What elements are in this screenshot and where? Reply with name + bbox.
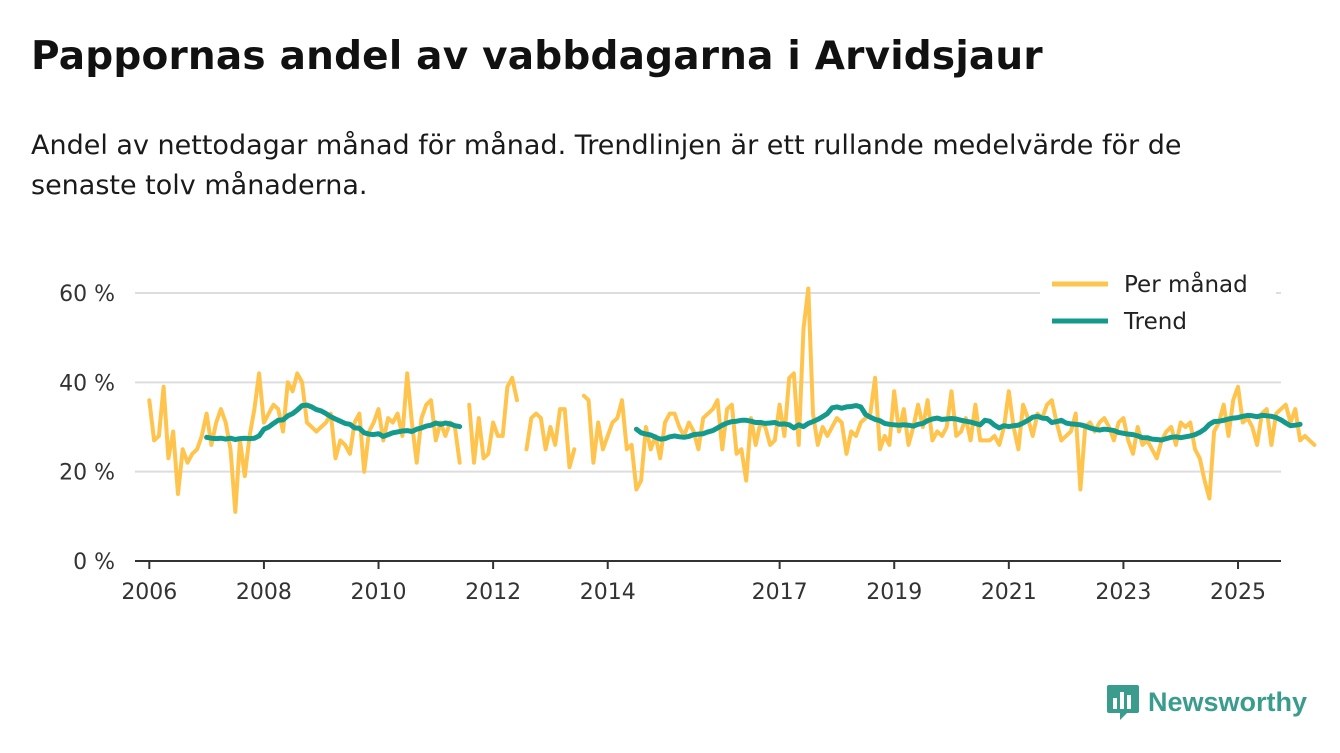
x-tick-label: 2006 bbox=[121, 580, 177, 605]
y-tick-label: 0 % bbox=[73, 550, 115, 575]
x-tick-label: 2023 bbox=[1095, 580, 1151, 605]
brand-name: Newsworthy bbox=[1147, 686, 1307, 717]
y-tick-label: 40 % bbox=[59, 371, 115, 396]
chart-subtitle: Andel av nettodagar månad för månad. Tre… bbox=[31, 130, 1182, 201]
series-trend bbox=[204, 402, 1303, 443]
chart-title: Pappornas andel av vabbdagarna i Arvidsj… bbox=[31, 34, 1043, 79]
newsworthy-brand: Newsworthy bbox=[1106, 683, 1307, 721]
x-tick-label: 2012 bbox=[465, 580, 521, 605]
legend-label-per-manad: Per månad bbox=[1124, 270, 1248, 298]
bar-chart-logo-icon bbox=[1106, 685, 1139, 720]
x-axis-labels: 2006 2008 2010 2012 2014 2017 2019 2021 2023 2025 bbox=[121, 580, 1266, 605]
x-tick-label: 2021 bbox=[981, 580, 1037, 605]
line-chart: 0 % 20 % 40 % 60 % 2006 2008 2010 2012 2014 2017… bbox=[59, 262, 1317, 605]
y-axis-labels: 0 % 20 % 40 % 60 % bbox=[59, 282, 115, 575]
legend: Per månad Trend bbox=[1040, 262, 1276, 342]
y-tick-label: 20 % bbox=[59, 461, 115, 486]
y-tick-label: 60 % bbox=[59, 282, 115, 307]
series-line-per-manad bbox=[147, 286, 1317, 514]
x-tick-label: 2014 bbox=[580, 580, 636, 605]
x-tick-label: 2019 bbox=[866, 580, 922, 605]
x-axis-ticks bbox=[148, 561, 1240, 569]
x-tick-label: 2010 bbox=[351, 580, 407, 605]
series-lines bbox=[147, 286, 1317, 514]
x-tick-label: 2008 bbox=[236, 580, 292, 605]
x-tick-label: 2017 bbox=[752, 580, 808, 605]
legend-background bbox=[1040, 262, 1276, 342]
x-tick-label: 2025 bbox=[1210, 580, 1266, 605]
legend-label-trend: Trend bbox=[1123, 309, 1187, 335]
series-per-manad bbox=[147, 286, 1317, 514]
series-line-trend bbox=[204, 402, 1303, 443]
